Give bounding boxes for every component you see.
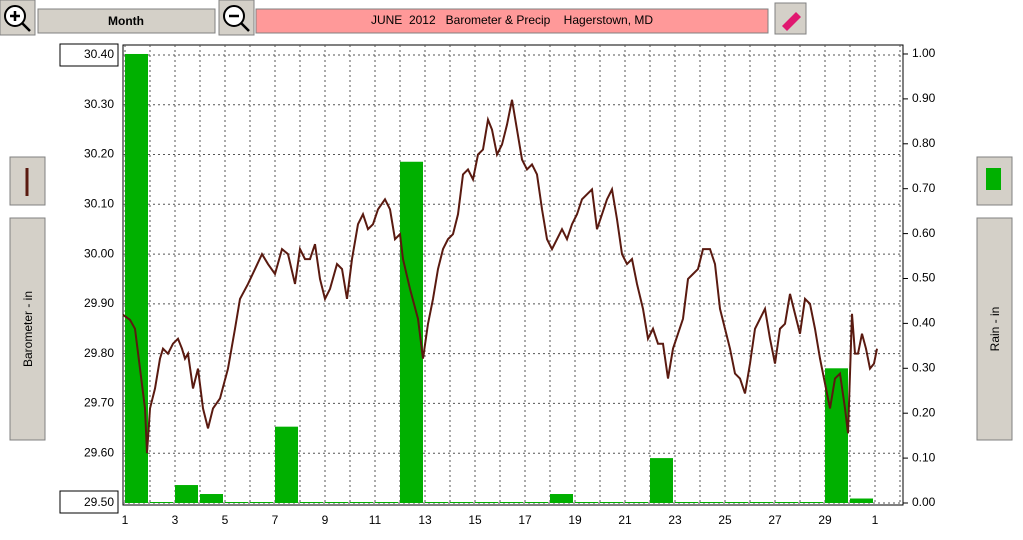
rain-bar [550,494,573,503]
rain-bar [850,498,873,503]
rain-bar [750,502,773,503]
x-tick-label: 29 [818,513,832,527]
title-box [255,8,769,34]
rain-bar [225,502,248,503]
rain-bar [150,502,173,503]
x-tick-label: 27 [768,513,782,527]
x-tick-label: 21 [618,513,632,527]
y2-tick-label: 0.70 [912,181,936,195]
x-tick-label: 13 [418,513,432,527]
y-tick-label: 30.40 [84,47,114,61]
rain-bar [625,502,648,503]
y2-tick-label: 0.80 [912,136,936,150]
x-tick-label: 15 [468,513,482,527]
settings-icon [782,12,801,31]
rain-bar [575,502,598,503]
x-tick-label: 17 [518,513,532,527]
period-button[interactable] [37,8,216,34]
y2-axis-button[interactable] [976,217,1013,441]
y2-tick-label: 0.50 [912,271,936,285]
x-tick-label: 19 [568,513,582,527]
y-tick-label: 29.60 [84,445,114,459]
rain-bar [375,502,398,503]
rain-bar [450,502,473,503]
y2-axis-label: Rain - in [988,307,1002,352]
rain-bar [275,426,298,503]
rain-bar [525,502,548,503]
x-tick-label: 23 [668,513,682,527]
rain-bar [600,502,623,503]
y-tick-label: 29.80 [84,346,114,360]
y-tick-label: 29.70 [84,396,114,410]
y-axis-label: Barometer - in [21,291,35,367]
y2-tick-label: 0.60 [912,226,936,240]
rain-bar [350,502,373,503]
y-min-box [59,490,119,514]
y-tick-label: 29.50 [84,495,114,509]
x-tick-label: 9 [322,513,329,527]
rain-bar [800,502,823,503]
rain-bar [200,494,223,503]
y2-tick-label: 0.30 [912,360,936,374]
rain-bar [650,458,673,503]
rain-bar [725,502,748,503]
y-max-box [59,43,119,67]
y-tick-label: 29.90 [84,296,114,310]
rain-bar [700,502,723,503]
y2-tick-label: 0.90 [912,91,936,105]
y2-tick-label: 0.00 [912,495,936,509]
y-tick-label: 30.20 [84,147,114,161]
x-tick-label: 25 [718,513,732,527]
x-tick-label: 1 [122,513,129,527]
rain-bar [825,368,848,503]
rain-bar [125,53,148,503]
y2-tick-label: 0.40 [912,316,936,330]
rain-bar [425,502,448,503]
zoom-in-glyph [10,11,31,32]
rain-bar [475,502,498,503]
y-tick-label: 30.30 [84,97,114,111]
rain-bar [675,502,698,503]
rain-bar [775,502,798,503]
y-axis-button[interactable] [9,217,46,441]
plot-area [122,44,904,506]
x-tick-label: 5 [222,513,229,527]
barometer-line [122,99,878,454]
y2-tick-label: 0.10 [912,450,936,464]
y2-tick-label: 0.20 [912,405,936,419]
y2-tick-label: 1.00 [912,46,936,60]
rain-bar [400,161,423,503]
rain-swatch [986,168,1001,190]
rain-bar [325,502,348,503]
x-tick-label: 3 [172,513,179,527]
x-tick-label: 11 [369,513,382,527]
plot: 29.5029.6029.7029.8029.9030.0030.1030.20… [84,45,936,527]
rain-bar [500,502,523,503]
y-tick-label: 30.10 [84,196,114,210]
chart-title: JUNE 2012 Barometer & Precip Hagerstown,… [371,13,653,27]
rain-bar [175,485,198,503]
x-tick-label: 7 [272,513,279,527]
rain-bar [300,502,323,503]
x-tick-label: 1 [872,513,879,527]
y-tick-label: 30.00 [84,246,114,260]
zoom-out-glyph [229,14,250,32]
rain-bar [250,502,273,503]
barometer-color-button[interactable] [9,156,46,206]
period-label: Month [108,14,144,28]
